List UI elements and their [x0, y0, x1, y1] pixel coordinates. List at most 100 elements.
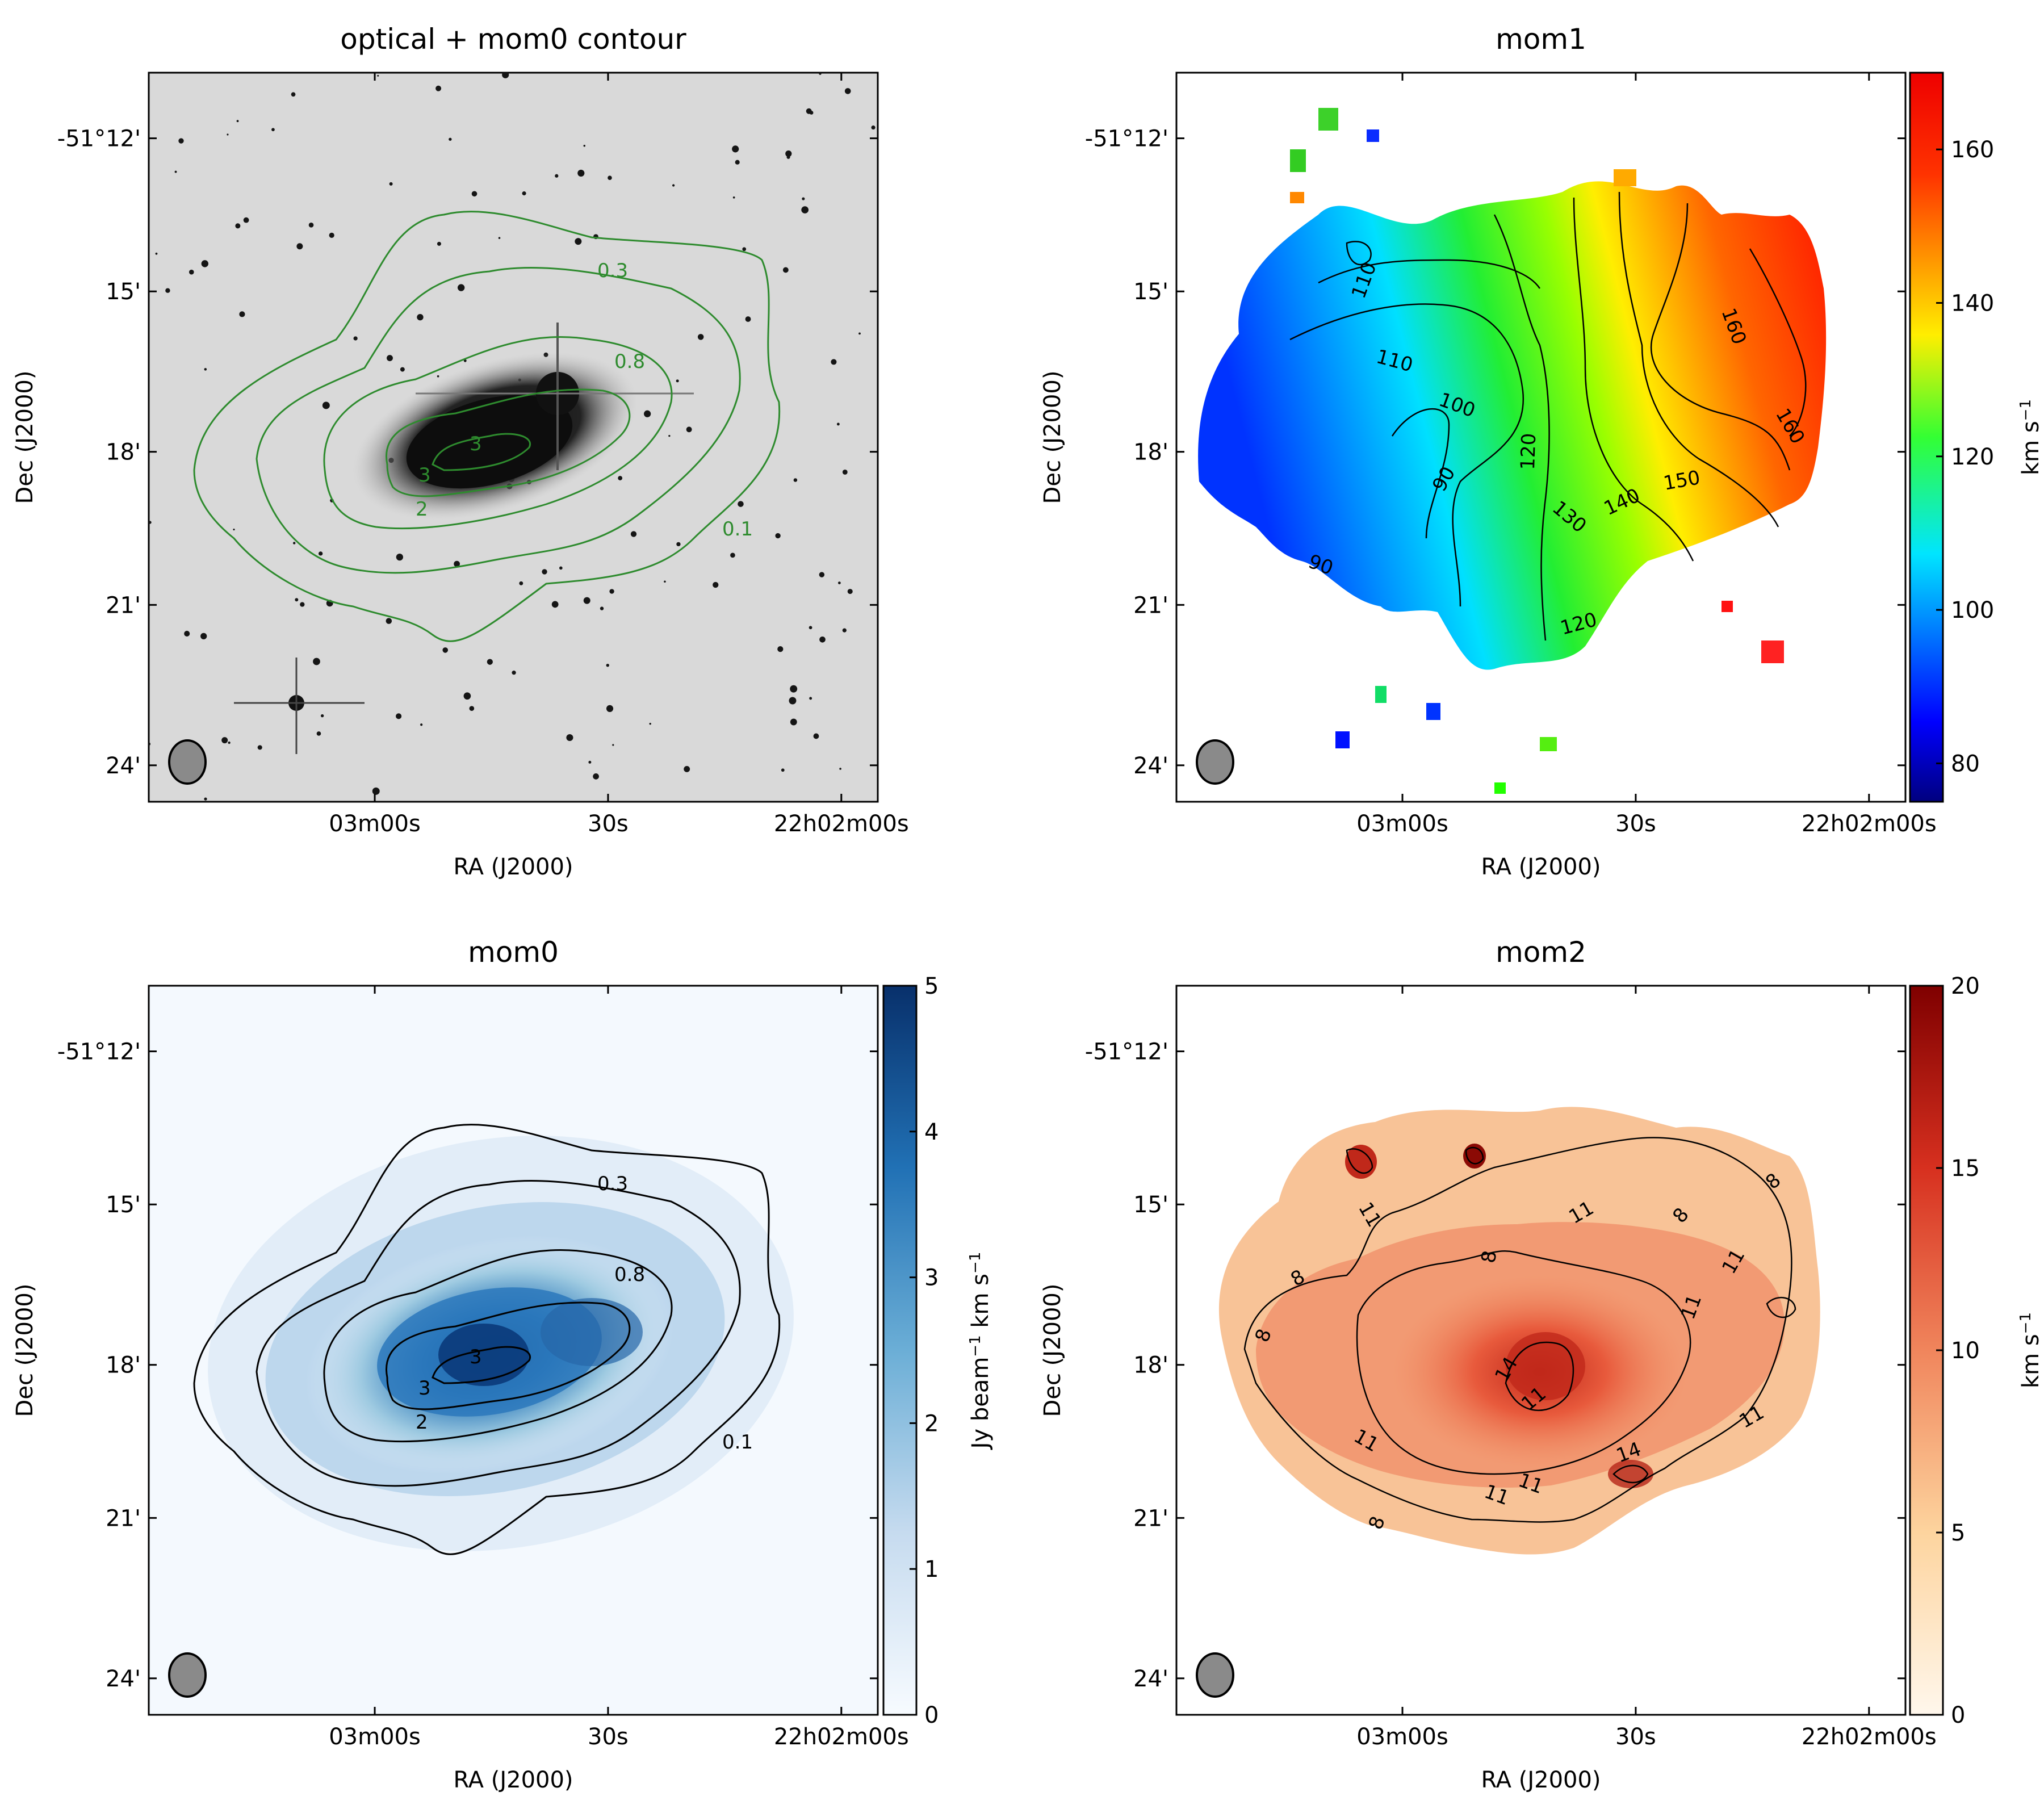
dispersion-contours [1243, 1137, 1796, 1523]
star [831, 359, 837, 365]
star [559, 566, 563, 570]
x-tick-label: 22h02m00s [774, 1724, 909, 1750]
colorbar-label-text: km s [2018, 421, 2044, 475]
star [839, 768, 841, 770]
intensity-map [208, 1136, 794, 1551]
beam-ellipse [1196, 1652, 1234, 1698]
beam-ellipse [168, 739, 207, 785]
mom0-contours [193, 211, 781, 642]
star [313, 658, 320, 665]
star [745, 316, 751, 322]
star [400, 367, 405, 372]
panel-optical: 0.3 0.8 0.1 2 3 3 [148, 72, 879, 803]
star [555, 174, 559, 178]
colorbar-tick-label: 0 [1951, 1702, 1965, 1728]
star [735, 160, 740, 165]
star [542, 569, 547, 575]
contour-label: 3 [418, 464, 431, 487]
y-tick-label: 21' [106, 592, 141, 618]
y-axis-label: Dec (J2000) [12, 371, 38, 504]
contour-label: 3 [470, 433, 482, 455]
star [819, 636, 826, 643]
star [697, 334, 704, 340]
star [732, 196, 735, 199]
x-axis-label: RA (J2000) [453, 1767, 573, 1793]
star [519, 581, 523, 585]
star [377, 74, 379, 77]
star [442, 647, 449, 653]
panel-mom2: 8 8 8 11 11 11 11 14 11 11 11 14 11 8 8 … [1175, 985, 1907, 1716]
star [221, 737, 228, 744]
y-tick-label: 15' [1133, 279, 1168, 305]
star [819, 73, 822, 75]
star [469, 706, 475, 711]
star [813, 733, 819, 739]
contour-label: 0.8 [614, 1263, 645, 1286]
star [320, 714, 324, 718]
colorbar-tick-label: 80 [1951, 751, 1980, 777]
star [608, 175, 612, 181]
star [235, 223, 241, 229]
colorbar-label-sup: −1 [967, 1335, 984, 1357]
star [793, 478, 798, 482]
star [227, 133, 229, 136]
star [668, 435, 671, 437]
colorbar-tick-label: 5 [1951, 1520, 1965, 1546]
star [463, 692, 471, 700]
star [713, 581, 719, 588]
velocity-contours [1289, 191, 1807, 641]
star [842, 628, 847, 633]
contour-label: 120 [1517, 433, 1540, 470]
colorbar [882, 985, 918, 1716]
star [386, 618, 392, 624]
star [487, 659, 493, 665]
colorbar-tick-label: 1 [924, 1556, 939, 1582]
star [189, 269, 194, 275]
y-tick-label: 24' [1133, 1666, 1168, 1692]
colorbar-tick-label: 160 [1951, 137, 1994, 163]
star [686, 426, 692, 433]
star [435, 85, 442, 91]
colorbar-tick-label: 0 [924, 1702, 939, 1728]
star [730, 552, 735, 558]
star [606, 663, 609, 667]
star [463, 359, 467, 362]
star [809, 626, 812, 630]
beam-ellipse [1196, 739, 1234, 785]
colorbar-label: Jy beam−1 km s−1 [967, 1252, 994, 1451]
star [801, 206, 809, 213]
star [457, 284, 465, 291]
star [593, 773, 599, 780]
colorbar-tick-label: 100 [1951, 597, 1994, 623]
star [672, 184, 675, 187]
star [353, 336, 358, 341]
dispersion-map [1218, 1107, 1820, 1555]
y-tick-label: -51°12' [57, 126, 141, 152]
contour-label: 0.3 [597, 1173, 628, 1195]
y-tick-label: 21' [106, 1505, 141, 1531]
star [471, 191, 478, 197]
contour-label: 0.3 [597, 259, 628, 282]
star [291, 92, 296, 97]
star [566, 734, 573, 742]
y-tick-label: 15' [1133, 1192, 1168, 1218]
star [802, 197, 805, 200]
colorbar-ticks: 0 1 2 3 4 5 [910, 973, 939, 1728]
plot-frame-border [148, 985, 879, 1716]
star [606, 705, 614, 712]
y-tick-label: 24' [106, 1666, 141, 1692]
y-axis-label: Dec (J2000) [1040, 371, 1066, 504]
star [676, 379, 679, 383]
x-tick-label: 22h02m00s [1802, 1724, 1937, 1750]
star [372, 787, 380, 795]
star [583, 145, 585, 147]
star [684, 766, 690, 772]
star [149, 742, 151, 746]
star [316, 731, 321, 736]
contour-label: 3 [418, 1377, 431, 1400]
star [871, 125, 876, 130]
colorbar-label-sup: −1 [2017, 1312, 2034, 1334]
colorbar-tick-label: 15 [1951, 1155, 1980, 1182]
star [420, 723, 423, 726]
star [649, 722, 651, 725]
